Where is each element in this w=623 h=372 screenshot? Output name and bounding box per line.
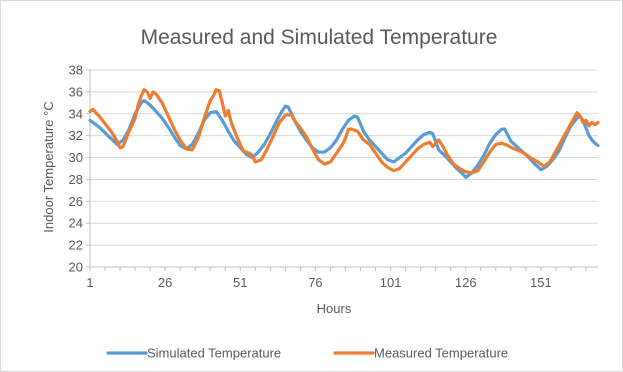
x-tick-label: 51 — [233, 275, 247, 290]
chart-title: Measured and Simulated Temperature — [141, 26, 498, 49]
measured-temperature-line — [88, 88, 600, 175]
gridlines — [90, 69, 598, 246]
x-tick-label: 76 — [308, 275, 322, 290]
series-lines — [88, 88, 600, 179]
legend: Simulated Temperature Measured Temperatur… — [106, 346, 508, 361]
x-tick-label: 126 — [455, 275, 477, 290]
axes — [86, 69, 598, 271]
x-tick-label: 101 — [380, 275, 402, 290]
y-tick-label: 32 — [69, 128, 83, 143]
y-tick-label: 36 — [69, 84, 83, 99]
x-tick-label: 151 — [530, 275, 552, 290]
legend-label: Simulated Temperature — [147, 346, 281, 361]
y-axis-label: Indoor Temperature °C — [41, 101, 56, 232]
y-tick-label: 24 — [69, 216, 83, 231]
legend-item: Simulated Temperature — [106, 346, 281, 361]
legend-label: Measured Temperature — [374, 346, 508, 361]
x-axis-label: Hours — [317, 301, 352, 316]
y-tick-label: 22 — [69, 238, 83, 253]
y-tick-label: 20 — [69, 260, 83, 275]
x-tick-label: 1 — [86, 275, 93, 290]
legend-item: Measured Temperature — [333, 346, 508, 361]
x-tick-label: 26 — [158, 275, 172, 290]
y-tick-label: 34 — [69, 106, 83, 121]
y-tick-label: 26 — [69, 194, 83, 209]
y-tick-label: 38 — [69, 63, 83, 78]
y-tick-label: 28 — [69, 172, 83, 187]
y-tick-label: 30 — [69, 150, 83, 165]
